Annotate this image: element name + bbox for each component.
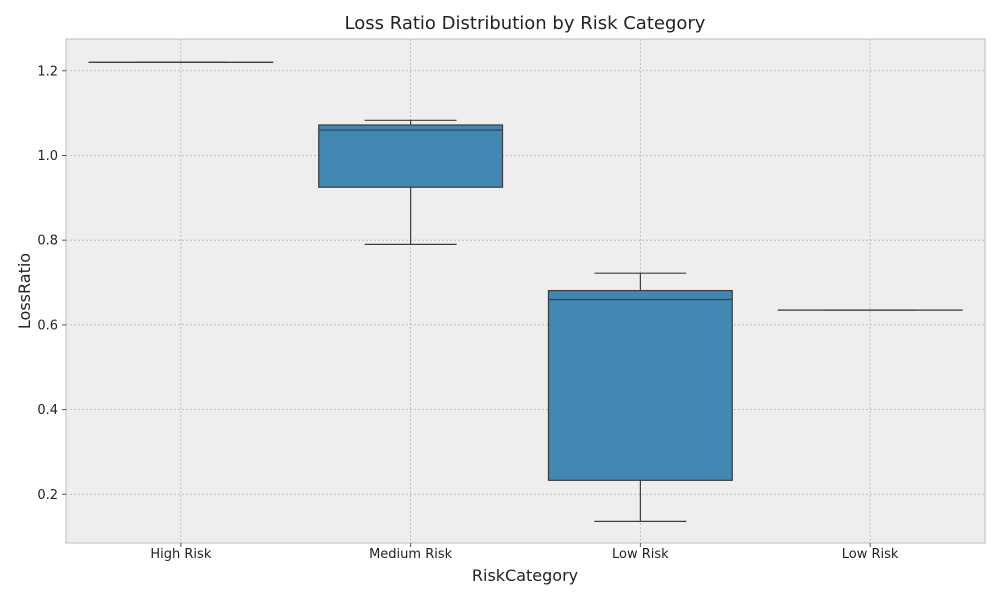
y-axis-label: LossRatio bbox=[15, 253, 34, 329]
chart-title: Loss Ratio Distribution by Risk Category bbox=[345, 13, 706, 34]
y-tick-label: 0.6 bbox=[37, 318, 58, 333]
y-tick-label: 1.0 bbox=[37, 149, 58, 164]
x-tick-label: Low Risk bbox=[842, 547, 899, 562]
y-tick-label: 1.2 bbox=[37, 64, 58, 79]
box-body bbox=[319, 125, 503, 187]
x-tick-label: Medium Risk bbox=[369, 547, 453, 562]
y-tick-label: 0.2 bbox=[37, 488, 58, 503]
plot-background bbox=[66, 39, 985, 543]
x-tick-label: High Risk bbox=[150, 547, 211, 562]
x-axis-label: RiskCategory bbox=[472, 566, 578, 585]
x-axis-ticks: High Risk Medium Risk Low Risk Low Risk bbox=[150, 543, 899, 562]
box-body bbox=[548, 291, 732, 481]
y-tick-label: 0.8 bbox=[37, 234, 58, 249]
x-tick-label: Low Risk bbox=[612, 547, 669, 562]
y-tick-label: 0.4 bbox=[37, 403, 58, 418]
y-axis-ticks: 0.2 0.4 0.6 0.8 1.0 1.2 bbox=[37, 64, 66, 503]
